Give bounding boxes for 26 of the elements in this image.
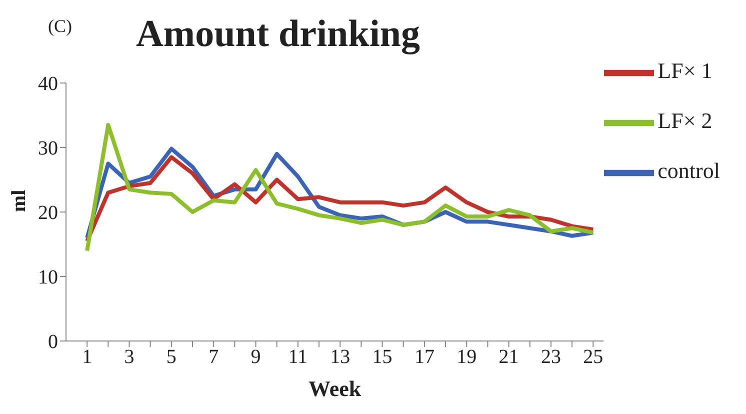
y-tick-label: 40 bbox=[38, 73, 58, 96]
legend-label: LF× 1 bbox=[658, 58, 712, 84]
x-tick-label: 5 bbox=[166, 346, 176, 368]
x-tick-label: 3 bbox=[124, 346, 134, 368]
x-tick-label: 19 bbox=[456, 346, 477, 368]
y-tick-label: 0 bbox=[48, 331, 58, 354]
x-tick-label: 13 bbox=[330, 346, 350, 368]
x-axis-title: Week bbox=[308, 376, 362, 401]
line-series bbox=[85, 122, 596, 253]
x-tick-label: 15 bbox=[372, 346, 392, 368]
x-tick-label: 7 bbox=[208, 346, 219, 368]
chart-title: Amount drinking bbox=[136, 13, 420, 55]
y-tick-label: 30 bbox=[38, 138, 58, 160]
y-tick-label: 20 bbox=[38, 202, 58, 224]
legend-label: LF× 2 bbox=[658, 108, 712, 134]
x-tick-label: 9 bbox=[250, 346, 261, 368]
x-tick-label: 1 bbox=[82, 346, 92, 368]
x-tick-label: 25 bbox=[583, 346, 604, 368]
text: (C) bbox=[48, 16, 72, 37]
x-tick-label: 11 bbox=[288, 346, 308, 368]
y-axis-title: ml bbox=[8, 189, 30, 212]
x-tick-label: 21 bbox=[498, 346, 519, 368]
x-tick-label: 17 bbox=[414, 346, 434, 368]
legend-label: control bbox=[658, 158, 720, 184]
y-tick-label: 10 bbox=[38, 266, 58, 289]
x-tick-label: 23 bbox=[540, 346, 561, 368]
